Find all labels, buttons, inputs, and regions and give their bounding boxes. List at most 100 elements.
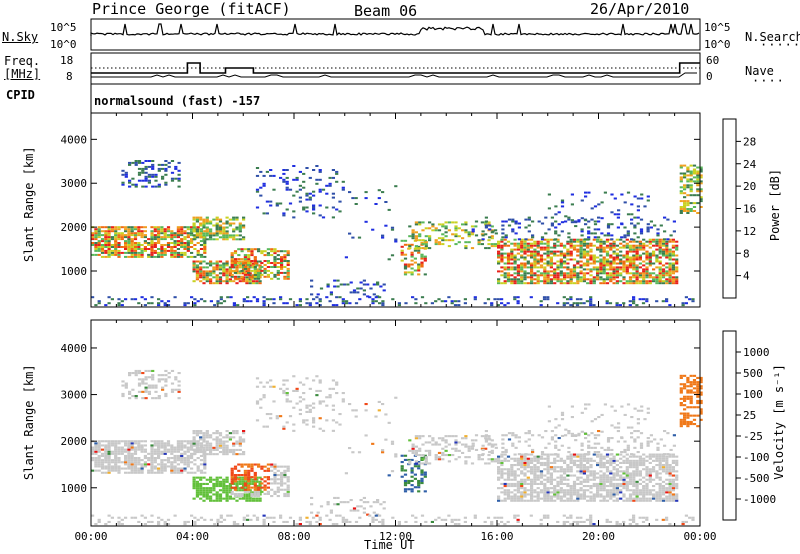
power-cell (582, 274, 586, 277)
velocity-cell (403, 490, 408, 493)
velocity-cell (622, 487, 626, 490)
power-cell (487, 243, 491, 246)
velocity-cell (192, 442, 196, 445)
power-cell (597, 220, 601, 223)
power-cell (560, 201, 565, 204)
velocity-cell (124, 444, 128, 447)
velocity-cell (592, 482, 596, 485)
velocity-cell (286, 495, 290, 498)
velocity-cell (540, 436, 545, 439)
power-cell (513, 282, 517, 285)
power-cell (488, 228, 492, 231)
velocity-cell (526, 457, 530, 460)
power-cell (596, 238, 600, 241)
power-cell (501, 228, 505, 231)
velocity-cell (553, 468, 557, 471)
velocity-cell (255, 497, 259, 500)
velocity-cell (238, 440, 242, 443)
power-cell (157, 236, 161, 239)
velocity-cell (180, 471, 184, 474)
velocity-cell (104, 459, 108, 462)
velocity-cell (619, 489, 623, 492)
power-cell (243, 256, 247, 259)
power-cell (137, 255, 141, 258)
power-cell (612, 258, 616, 261)
power-cell (632, 248, 636, 251)
velocity-cell (546, 459, 550, 462)
power-cell (658, 246, 662, 249)
velocity-cell (609, 480, 613, 483)
velocity-cell (596, 493, 600, 496)
power-cell (173, 255, 177, 258)
power-cell (530, 254, 534, 257)
power-cell (655, 276, 659, 279)
velocity-cell (559, 478, 563, 481)
power-cell (447, 229, 451, 232)
velocity-cell (645, 499, 649, 502)
power-cell (400, 249, 404, 252)
power-cell (202, 272, 206, 275)
velocity-cell (556, 459, 560, 462)
velocity-cell (180, 469, 184, 472)
velocity-cell (141, 397, 145, 400)
power-cell (549, 262, 553, 265)
velocity-cell (420, 473, 424, 476)
power-cell (381, 300, 385, 303)
power-cell (107, 255, 111, 258)
power-cell (539, 300, 543, 303)
velocity-cell (362, 511, 366, 514)
power-cell (530, 252, 534, 255)
power-cell (173, 234, 177, 237)
power-cell (318, 170, 322, 173)
velocity-cell (209, 476, 213, 479)
power-cell (104, 232, 108, 235)
power-cell (209, 282, 213, 285)
velocity-cell (282, 379, 286, 382)
power-cell (205, 270, 209, 273)
velocity-cell (602, 489, 606, 492)
power-cell (639, 230, 644, 233)
velocity-cell (510, 482, 514, 485)
power-cell (238, 228, 242, 231)
velocity-cell (520, 491, 524, 494)
power-cell (675, 258, 679, 261)
power-cell (285, 208, 289, 211)
power-cell (569, 250, 573, 253)
power-cell (639, 218, 644, 221)
velocity-cell (635, 487, 639, 490)
velocity-cell (645, 472, 649, 475)
velocity-cell (331, 404, 335, 407)
power-cell (686, 186, 690, 189)
velocity-cell (488, 438, 492, 441)
velocity-cell (546, 468, 550, 471)
velocity-cell (599, 485, 603, 488)
velocity-cell (232, 444, 236, 447)
velocity-cell (205, 487, 209, 490)
power-cell (228, 268, 232, 271)
velocity-cell (292, 375, 296, 378)
power-cell (232, 302, 236, 305)
power-cell (354, 197, 358, 200)
power-cell (329, 291, 333, 294)
velocity-cell (577, 434, 581, 437)
velocity-cell (543, 482, 547, 485)
power-cell (511, 228, 515, 231)
velocity-cell (590, 446, 594, 449)
power-cell (506, 244, 511, 247)
velocity-cell (530, 499, 534, 502)
power-cell (195, 234, 199, 237)
velocity-cell (589, 472, 593, 475)
power-cell (628, 276, 633, 279)
velocity-cell (349, 499, 353, 502)
velocity-cell (276, 469, 280, 472)
power-cell (567, 218, 571, 221)
velocity-cell (166, 461, 171, 464)
velocity-cell (351, 451, 355, 454)
velocity-cell (400, 467, 404, 470)
power-cell (391, 298, 395, 301)
velocity-cell (668, 468, 672, 471)
power-cell (124, 234, 128, 237)
power-cell (496, 304, 500, 307)
power-cell (523, 258, 527, 261)
power-cell (592, 266, 596, 269)
